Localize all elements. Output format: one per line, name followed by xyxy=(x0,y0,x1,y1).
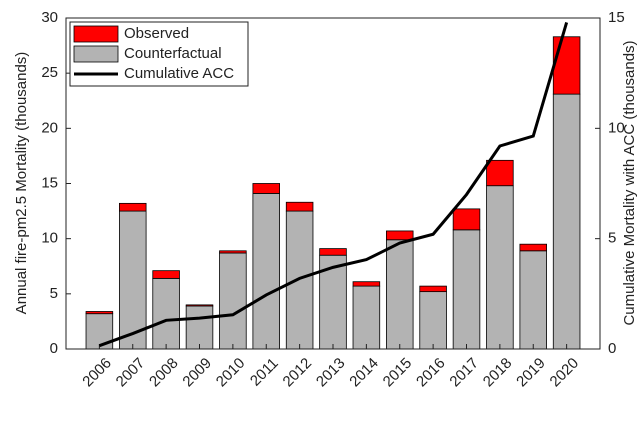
y-tick-label: 5 xyxy=(50,285,58,302)
bar-segment xyxy=(552,93,581,350)
y-tick-label: 0 xyxy=(50,340,58,357)
bar-segment xyxy=(519,250,548,350)
bar-segment xyxy=(219,250,247,254)
bar-segment xyxy=(519,243,548,252)
bar-segment xyxy=(319,248,347,256)
bar-segment xyxy=(452,229,481,350)
bar-segment xyxy=(185,305,214,350)
y-tick-label: 25 xyxy=(41,64,58,81)
x-tick-label: 2020 xyxy=(547,355,583,391)
bar-segment xyxy=(85,311,114,315)
bar-segment xyxy=(152,270,180,279)
x-tick-label: 2007 xyxy=(113,355,149,391)
legend-swatch xyxy=(73,25,119,43)
x-tick-label: 2011 xyxy=(247,355,282,390)
plot-frame xyxy=(65,17,601,350)
x-tick-label: 2012 xyxy=(280,355,316,391)
x-tick-label: 2013 xyxy=(313,355,349,391)
bar-segment xyxy=(385,239,414,350)
bar-segment xyxy=(452,208,481,231)
line xyxy=(98,21,569,348)
x-tick-label: 2008 xyxy=(146,355,182,391)
bar-segment xyxy=(285,201,314,212)
y2-tick-label: 10 xyxy=(608,119,625,136)
x-tick-label: 2017 xyxy=(446,355,482,391)
legend-swatch xyxy=(73,45,119,63)
y-tick-label: 10 xyxy=(41,230,58,247)
x-tick-label: 2018 xyxy=(480,355,516,391)
bar-segment xyxy=(252,193,280,350)
bar-segment xyxy=(352,281,381,287)
x-tick-label: 2009 xyxy=(179,355,215,391)
x-tick-label: 2015 xyxy=(380,355,416,391)
y2-tick-label: 5 xyxy=(608,230,616,247)
bar-segment xyxy=(552,36,581,95)
bar-segment xyxy=(352,285,381,350)
bar-segment xyxy=(486,185,514,350)
x-tick-label: 2014 xyxy=(346,355,382,391)
x-tick-label: 2016 xyxy=(413,355,449,391)
legend-label: Observed xyxy=(124,25,189,42)
y-tick-label: 30 xyxy=(41,9,58,26)
y-tick-label: 15 xyxy=(41,174,58,191)
bar-segment xyxy=(219,252,247,350)
x-tick-label: 2010 xyxy=(213,355,249,391)
y2-tick-label: 15 xyxy=(608,9,625,26)
y2-tick-label: 0 xyxy=(608,340,616,357)
y-tick-label: 20 xyxy=(41,119,58,136)
legend-label: Counterfactual xyxy=(124,45,222,62)
bar-segment xyxy=(419,291,447,350)
bar-segment xyxy=(119,202,147,212)
bar-segment xyxy=(152,277,180,350)
bar-segment xyxy=(385,230,414,241)
bar-segment xyxy=(486,159,514,187)
legend-label: Cumulative ACC xyxy=(124,65,234,82)
x-tick-label: 2006 xyxy=(79,355,115,391)
bar-segment xyxy=(185,304,214,307)
bar-segment xyxy=(419,285,447,293)
y2-axis-label: Cumulative Mortality with ACC (thousands… xyxy=(621,40,638,325)
y-axis-label: Annual fire-pm2.5 Mortality (thousands) xyxy=(13,52,30,315)
bar-segment xyxy=(252,183,280,194)
x-tick-label: 2019 xyxy=(513,355,549,391)
